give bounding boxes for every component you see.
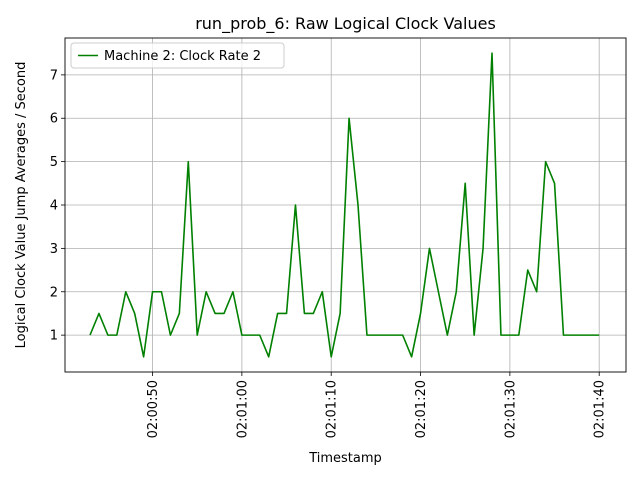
y-tick-label: 4 xyxy=(50,199,58,214)
legend: Machine 2: Clock Rate 2 xyxy=(70,42,285,69)
series-line xyxy=(89,52,600,358)
chart-title: run_prob_6: Raw Logical Clock Values xyxy=(195,14,496,34)
y-tick-label: 1 xyxy=(50,329,58,344)
y-tick-label: 6 xyxy=(50,112,58,127)
x-tick-label: 02:01:10 xyxy=(325,380,340,438)
x-tick-label: 02:01:00 xyxy=(235,380,250,438)
x-axis-label: Timestamp xyxy=(308,451,382,466)
x-tick-label: 02:01:30 xyxy=(503,380,518,438)
x-tick-label: 02:01:20 xyxy=(414,380,429,438)
legend-label: Machine 2: Clock Rate 2 xyxy=(104,49,261,64)
x-tick-label: 02:00:50 xyxy=(146,380,161,438)
x-tick-label: 02:01:40 xyxy=(593,380,608,438)
x-axis: 02:00:50 02:01:00 02:01:10 02:01:20 02:01:30… xyxy=(146,372,608,438)
series-layer xyxy=(89,52,600,358)
grid-lines xyxy=(65,38,626,372)
y-axis-label: Logical Clock Value Jump Averages / Seco… xyxy=(14,62,29,349)
y-tick-label: 3 xyxy=(50,242,58,257)
y-axis: 1 2 3 4 5 6 7 xyxy=(50,68,65,344)
legend-box xyxy=(70,42,285,69)
y-tick-label: 5 xyxy=(50,155,58,170)
y-tick-label: 7 xyxy=(50,68,58,83)
y-tick-label: 2 xyxy=(50,285,58,300)
